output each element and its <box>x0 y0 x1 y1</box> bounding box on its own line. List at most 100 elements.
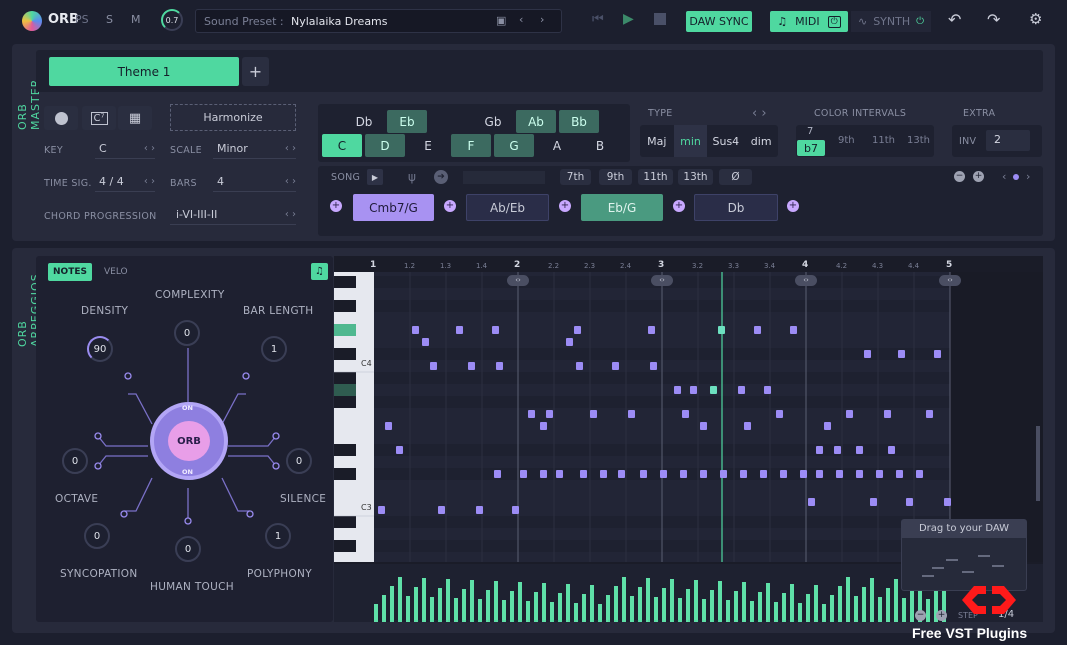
note-block[interactable] <box>864 350 871 358</box>
velocity-bar[interactable] <box>926 599 930 622</box>
human-touch-knob[interactable]: 0 <box>175 536 201 562</box>
key-c[interactable]: C <box>322 134 362 157</box>
velocity-bar[interactable] <box>710 590 714 622</box>
note-block[interactable] <box>856 446 863 454</box>
bars-arrows-icon[interactable]: ‹ › <box>284 176 296 187</box>
note-block[interactable] <box>740 470 747 478</box>
note-block[interactable] <box>720 470 727 478</box>
key-db[interactable]: Db <box>355 114 373 129</box>
add-chord-icon[interactable]: + <box>787 200 799 212</box>
velocity-bar[interactable] <box>574 603 578 622</box>
velocity-bar[interactable] <box>670 579 674 622</box>
velocity-bar[interactable] <box>838 586 842 622</box>
velocity-bar[interactable] <box>470 580 474 622</box>
note-block[interactable] <box>556 470 563 478</box>
note-block[interactable] <box>378 506 385 514</box>
note-block[interactable] <box>574 326 581 334</box>
progression-select[interactable]: i-VI-III-II ‹ › <box>170 207 296 225</box>
note-block[interactable] <box>680 470 687 478</box>
note-block[interactable] <box>650 362 657 370</box>
velocity-bar[interactable] <box>846 577 850 622</box>
velocity-bar[interactable] <box>566 584 570 622</box>
velocity-bar[interactable] <box>606 595 610 622</box>
master-knob[interactable]: 0.7 <box>161 9 183 31</box>
velocity-bar[interactable] <box>910 589 914 622</box>
note-block[interactable] <box>612 362 619 370</box>
step-plus-icon[interactable]: + <box>936 610 947 621</box>
bar-length-knob[interactable]: 1 <box>261 336 287 362</box>
velocity-bar[interactable] <box>638 587 642 622</box>
velocity-bar[interactable] <box>774 602 778 622</box>
velocity-bar[interactable] <box>510 591 514 622</box>
velocity-bar[interactable] <box>598 604 602 622</box>
type-sus4[interactable]: Sus4 <box>712 134 740 148</box>
velocity-bar[interactable] <box>662 588 666 622</box>
scale-arrows-icon[interactable]: ‹ › <box>284 143 296 154</box>
octave-knob[interactable]: 0 <box>62 448 88 474</box>
velocity-bar[interactable] <box>630 596 634 622</box>
drag-to-daw[interactable]: Drag to your DAW <box>901 519 1027 591</box>
page-next-icon[interactable]: › <box>1026 170 1031 183</box>
velocity-bar[interactable] <box>814 585 818 622</box>
note-block[interactable] <box>492 326 499 334</box>
note-block[interactable] <box>580 470 587 478</box>
note-block[interactable] <box>430 362 437 370</box>
velocity-bar[interactable] <box>766 583 770 622</box>
add-chord-icon[interactable]: + <box>444 200 456 212</box>
velocity-bar[interactable] <box>782 593 786 622</box>
prev-preset-icon[interactable]: ‹ <box>519 13 524 26</box>
velocity-bar[interactable] <box>614 586 618 622</box>
polyphony-knob[interactable]: 1 <box>265 523 291 549</box>
velocity-bar[interactable] <box>478 599 482 622</box>
note-block[interactable] <box>926 410 933 418</box>
note-block[interactable] <box>856 470 863 478</box>
type-maj[interactable]: Maj <box>647 134 667 148</box>
inv-value[interactable]: 2 <box>986 130 1030 151</box>
record-button[interactable] <box>44 106 78 130</box>
midi-button[interactable]: ♫ MIDI ⏻ <box>770 11 848 32</box>
velocity-bar[interactable] <box>702 599 706 622</box>
velocity-bar[interactable] <box>806 594 810 622</box>
key-e[interactable]: E <box>424 138 432 153</box>
note-block[interactable] <box>944 498 951 506</box>
timesig-arrows-icon[interactable]: ‹ › <box>143 176 155 187</box>
orb-button[interactable]: ORB <box>168 421 210 461</box>
note-block[interactable] <box>528 410 535 418</box>
bar-handle-icon[interactable]: ‹› <box>651 275 673 286</box>
velocity-bar[interactable] <box>902 598 906 622</box>
note-block[interactable] <box>566 338 573 346</box>
velo-tab[interactable]: VELO <box>104 267 128 277</box>
note-block[interactable] <box>540 470 547 478</box>
note-block[interactable] <box>744 422 751 430</box>
note-block[interactable] <box>884 410 891 418</box>
velocity-bar[interactable] <box>550 602 554 622</box>
note-block[interactable] <box>520 470 527 478</box>
bar-handle-icon[interactable]: ‹› <box>507 275 529 286</box>
timesig-select[interactable]: 4 / 4 ‹ › <box>95 174 155 192</box>
ext-9th[interactable]: 9th <box>599 169 632 185</box>
note-block[interactable] <box>385 422 392 430</box>
velocity-bar[interactable] <box>862 587 866 622</box>
velocity-bar[interactable] <box>390 586 394 622</box>
progression-arrows-icon[interactable]: ‹ › <box>284 209 296 220</box>
stop-icon[interactable] <box>654 13 666 25</box>
note-block[interactable] <box>628 410 635 418</box>
note-block[interactable] <box>710 386 717 394</box>
page-prev-icon[interactable]: ‹ <box>1002 170 1007 183</box>
type-arrows-icon[interactable]: ‹ › <box>752 106 767 121</box>
key-gb[interactable]: Gb <box>484 114 502 129</box>
velocity-bar[interactable] <box>582 594 586 622</box>
mode-m-button[interactable]: M <box>131 13 141 26</box>
preset-value[interactable]: Nylalaika Dreams <box>291 15 388 28</box>
key-a[interactable]: A <box>552 138 562 153</box>
scale-select[interactable]: Minor ‹ › <box>213 141 296 159</box>
bar-handle-icon[interactable]: ‹› <box>939 275 961 286</box>
note-block[interactable] <box>540 422 547 430</box>
bars-select[interactable]: 4 ‹ › <box>213 174 296 192</box>
note-block[interactable] <box>876 470 883 478</box>
key-b[interactable]: B <box>595 138 605 153</box>
complexity-knob[interactable]: 0 <box>174 320 200 346</box>
zoom-in-icon[interactable]: + <box>973 171 984 182</box>
note-block[interactable] <box>422 338 429 346</box>
key-eb[interactable]: Eb <box>387 110 427 133</box>
